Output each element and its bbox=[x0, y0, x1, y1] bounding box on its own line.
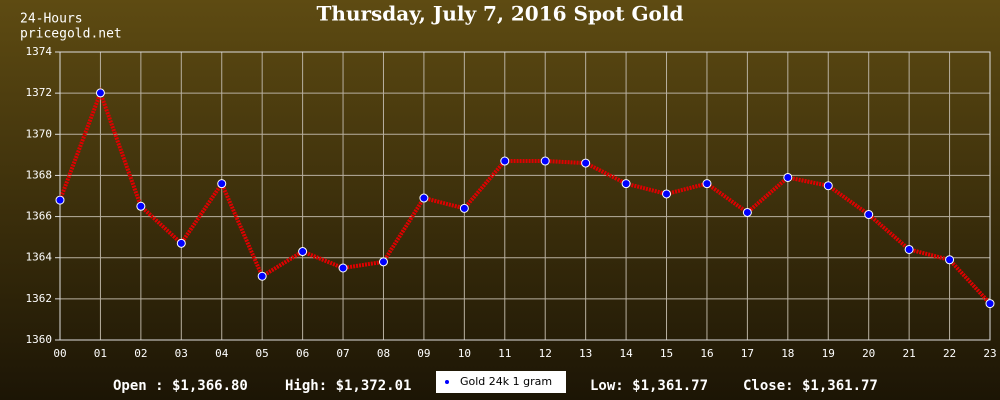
point bbox=[95, 88, 105, 98]
x-tick-label: 12 bbox=[539, 347, 552, 360]
point bbox=[904, 244, 914, 254]
open-stat: Open : $1,366.80 bbox=[113, 378, 248, 394]
x-tick-label: 01 bbox=[94, 347, 107, 360]
point bbox=[985, 299, 995, 309]
point bbox=[662, 189, 672, 199]
y-tick-label: 1368 bbox=[26, 168, 53, 181]
point bbox=[136, 201, 146, 211]
x-tick-label: 23 bbox=[983, 347, 996, 360]
x-tick-label: 11 bbox=[498, 347, 511, 360]
point bbox=[540, 156, 550, 166]
x-tick-label: 14 bbox=[619, 347, 633, 360]
point bbox=[742, 207, 752, 217]
x-tick-label: 08 bbox=[377, 347, 390, 360]
point bbox=[945, 255, 955, 265]
y-tick-label: 1364 bbox=[26, 251, 53, 264]
series-line bbox=[58, 87, 992, 305]
x-tick-label: 00 bbox=[53, 347, 66, 360]
x-tick-label: 16 bbox=[700, 347, 713, 360]
x-tick-label: 17 bbox=[741, 347, 754, 360]
x-tick-label: 13 bbox=[579, 347, 592, 360]
point bbox=[298, 247, 308, 257]
legend-box bbox=[436, 371, 566, 393]
point bbox=[783, 172, 793, 182]
point bbox=[378, 257, 388, 267]
point bbox=[338, 263, 348, 273]
point bbox=[55, 195, 65, 205]
x-tick-label: 19 bbox=[822, 347, 835, 360]
legend-marker bbox=[445, 380, 449, 384]
x-tick-label: 07 bbox=[336, 347, 349, 360]
point bbox=[621, 179, 631, 189]
plot: 1360 1362 1364 1366 1368 1370 1372 1374 00 01 02 03… bbox=[26, 45, 997, 360]
point bbox=[459, 203, 469, 213]
x-tick-label: 05 bbox=[256, 347, 269, 360]
y-tick-label: 1372 bbox=[26, 86, 53, 99]
point bbox=[702, 179, 712, 189]
x-tick-label: 22 bbox=[943, 347, 956, 360]
y-tick-label: 1374 bbox=[26, 45, 53, 58]
chart-title: Thursday, July 7, 2016 Spot Gold bbox=[317, 2, 684, 26]
point bbox=[500, 156, 510, 166]
x-tick-label: 15 bbox=[660, 347, 673, 360]
point bbox=[864, 210, 874, 220]
x-tick-label: 10 bbox=[458, 347, 471, 360]
y-tick-label: 1360 bbox=[26, 333, 53, 346]
point bbox=[823, 181, 833, 191]
low-stat: Low: $1,361.77 bbox=[590, 378, 708, 394]
point bbox=[257, 271, 267, 281]
point bbox=[419, 193, 429, 203]
source-label: pricegold.net bbox=[20, 27, 122, 42]
y-tick-label: 1366 bbox=[26, 210, 53, 223]
x-tick-label: 21 bbox=[903, 347, 916, 360]
x-tick-label: 03 bbox=[175, 347, 188, 360]
y-tick-label: 1370 bbox=[26, 127, 53, 140]
x-tick-label: 09 bbox=[417, 347, 430, 360]
x-tick-label: 20 bbox=[862, 347, 875, 360]
x-tick-label: 04 bbox=[215, 347, 229, 360]
point bbox=[176, 238, 186, 248]
high-stat: High: $1,372.01 bbox=[285, 378, 411, 394]
x-tick-label: 02 bbox=[134, 347, 147, 360]
x-tick-label: 06 bbox=[296, 347, 309, 360]
x-tick-label: 18 bbox=[781, 347, 794, 360]
point bbox=[581, 158, 591, 168]
y-tick-label: 1362 bbox=[26, 292, 53, 305]
point bbox=[217, 179, 227, 189]
close-stat: Close: $1,361.77 bbox=[743, 378, 878, 394]
corner-label: 24-Hours bbox=[20, 12, 83, 27]
legend-label: Gold 24k 1 gram bbox=[460, 375, 552, 388]
